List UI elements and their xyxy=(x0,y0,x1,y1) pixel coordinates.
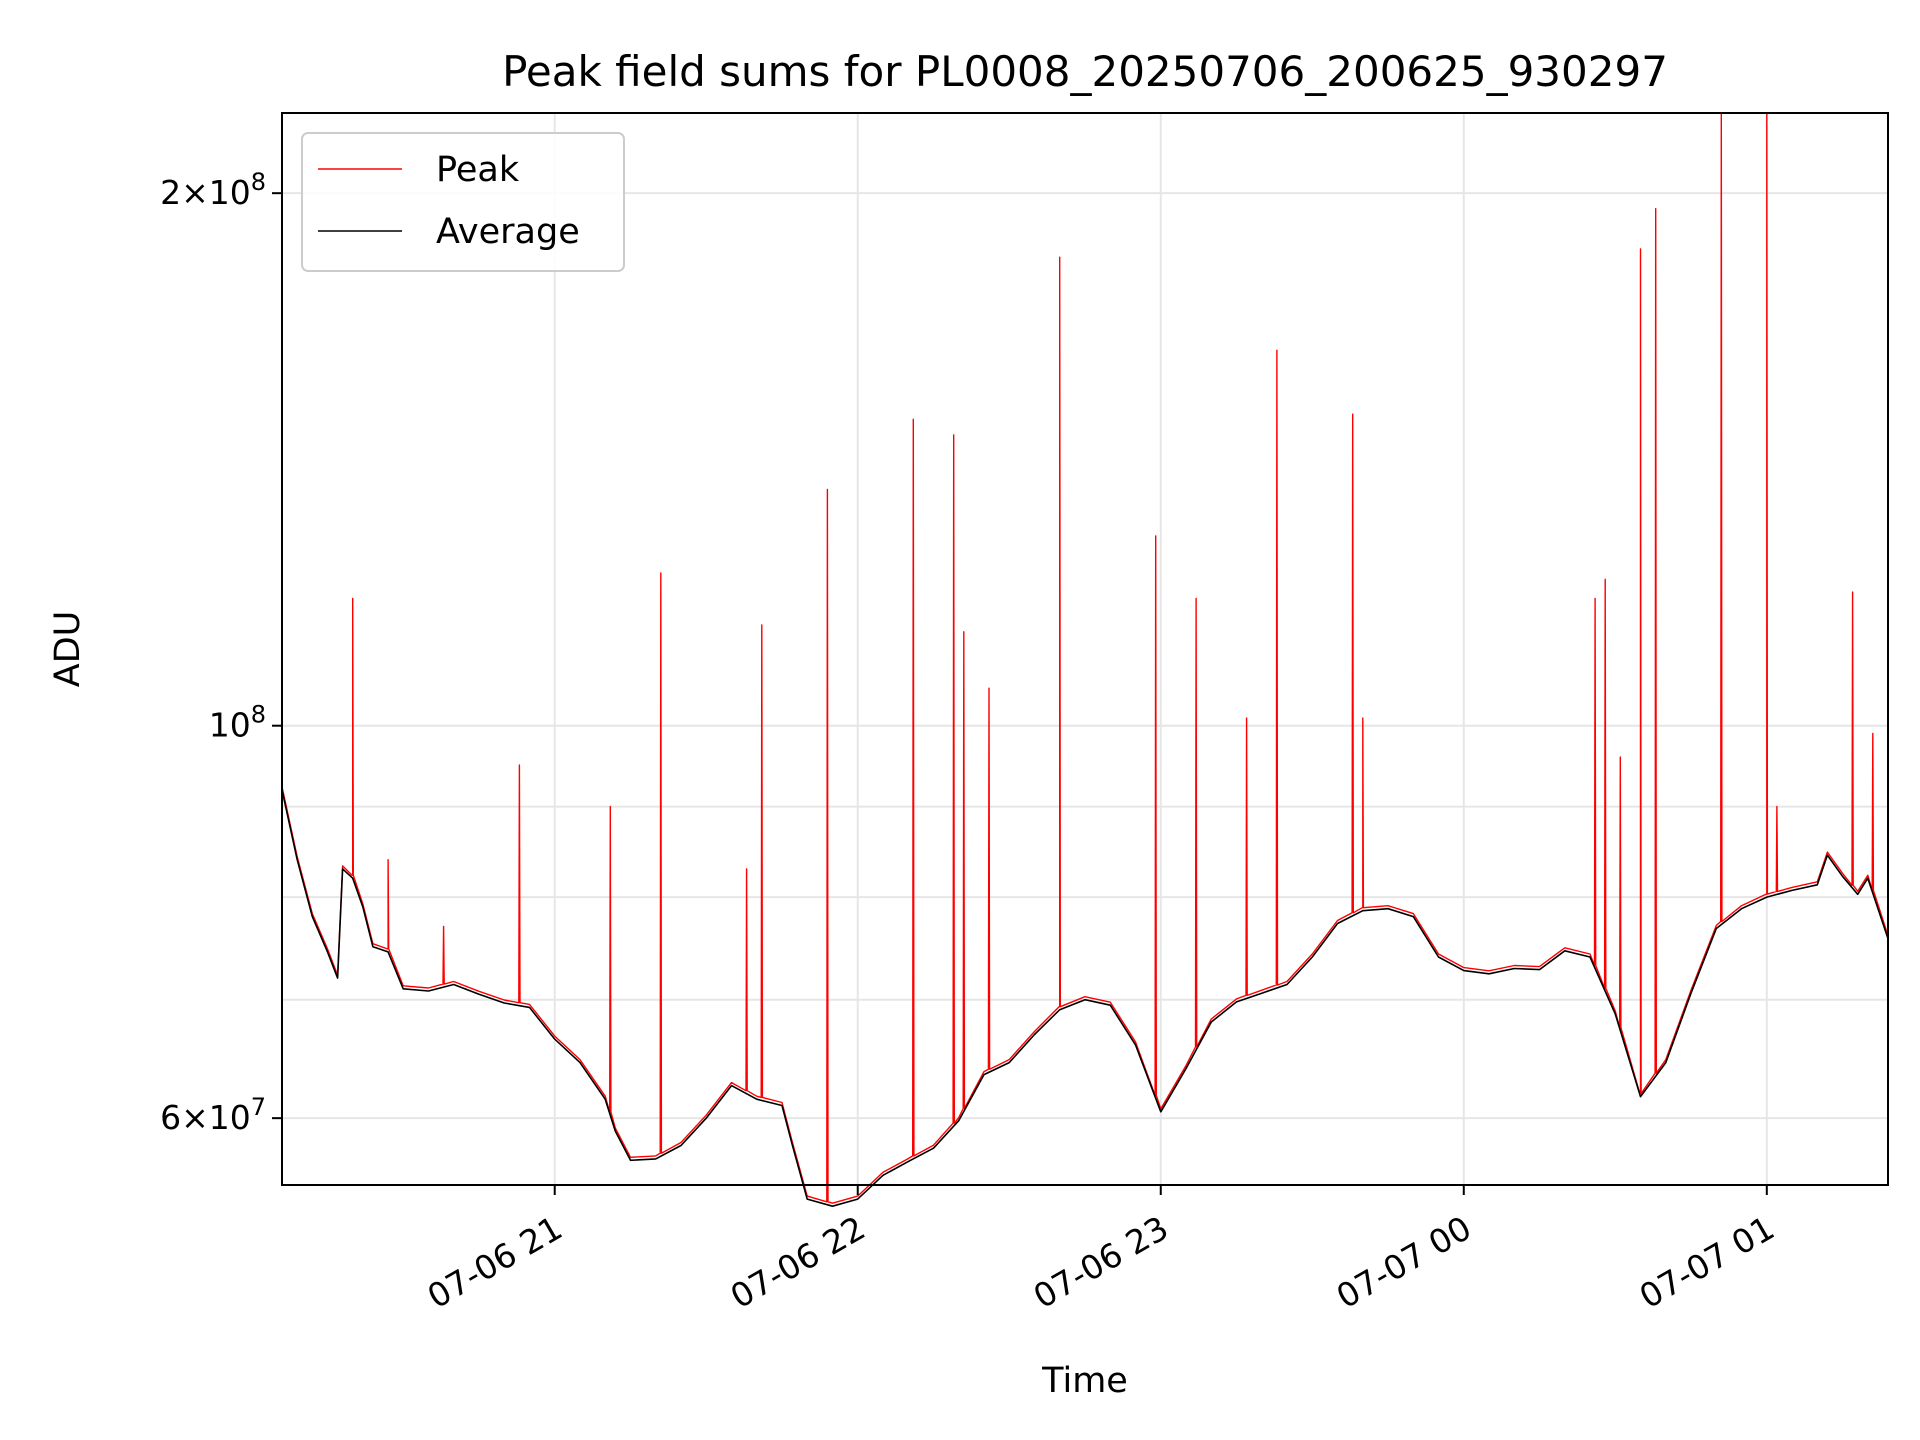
y-axis: 6×107 108 2×108 xyxy=(160,168,282,1137)
legend: Peak Average xyxy=(301,132,625,272)
plot-frame xyxy=(281,112,1889,1186)
x-tick-label: 07-06 21 xyxy=(421,1208,569,1316)
legend-peak-label: Peak xyxy=(436,150,520,190)
y-tick-label: 6×107 xyxy=(160,1093,266,1137)
average-series-line xyxy=(281,789,1889,1207)
legend-box xyxy=(301,132,625,272)
x-axis-label: Time xyxy=(1041,1361,1128,1401)
x-axis: 07-06 21 07-06 22 07-06 23 07-07 00 07-07 01 xyxy=(421,1185,1781,1316)
x-tick-label: 07-07 01 xyxy=(1633,1208,1781,1316)
y-tick-label: 108 xyxy=(209,701,266,745)
x-tick-label: 07-06 23 xyxy=(1027,1208,1175,1316)
plot-lines xyxy=(281,112,1889,1207)
grid xyxy=(282,113,1888,1185)
chart-title: Peak field sums for PL0008_20250706_2006… xyxy=(502,47,1668,96)
x-tick-label: 07-07 00 xyxy=(1330,1208,1478,1316)
x-tick-label: 07-06 22 xyxy=(724,1208,872,1316)
peak-series-line xyxy=(281,112,1889,1204)
legend-average-label: Average xyxy=(436,212,580,252)
y-axis-label: ADU xyxy=(48,611,88,688)
y-tick-label: 2×108 xyxy=(160,168,266,212)
